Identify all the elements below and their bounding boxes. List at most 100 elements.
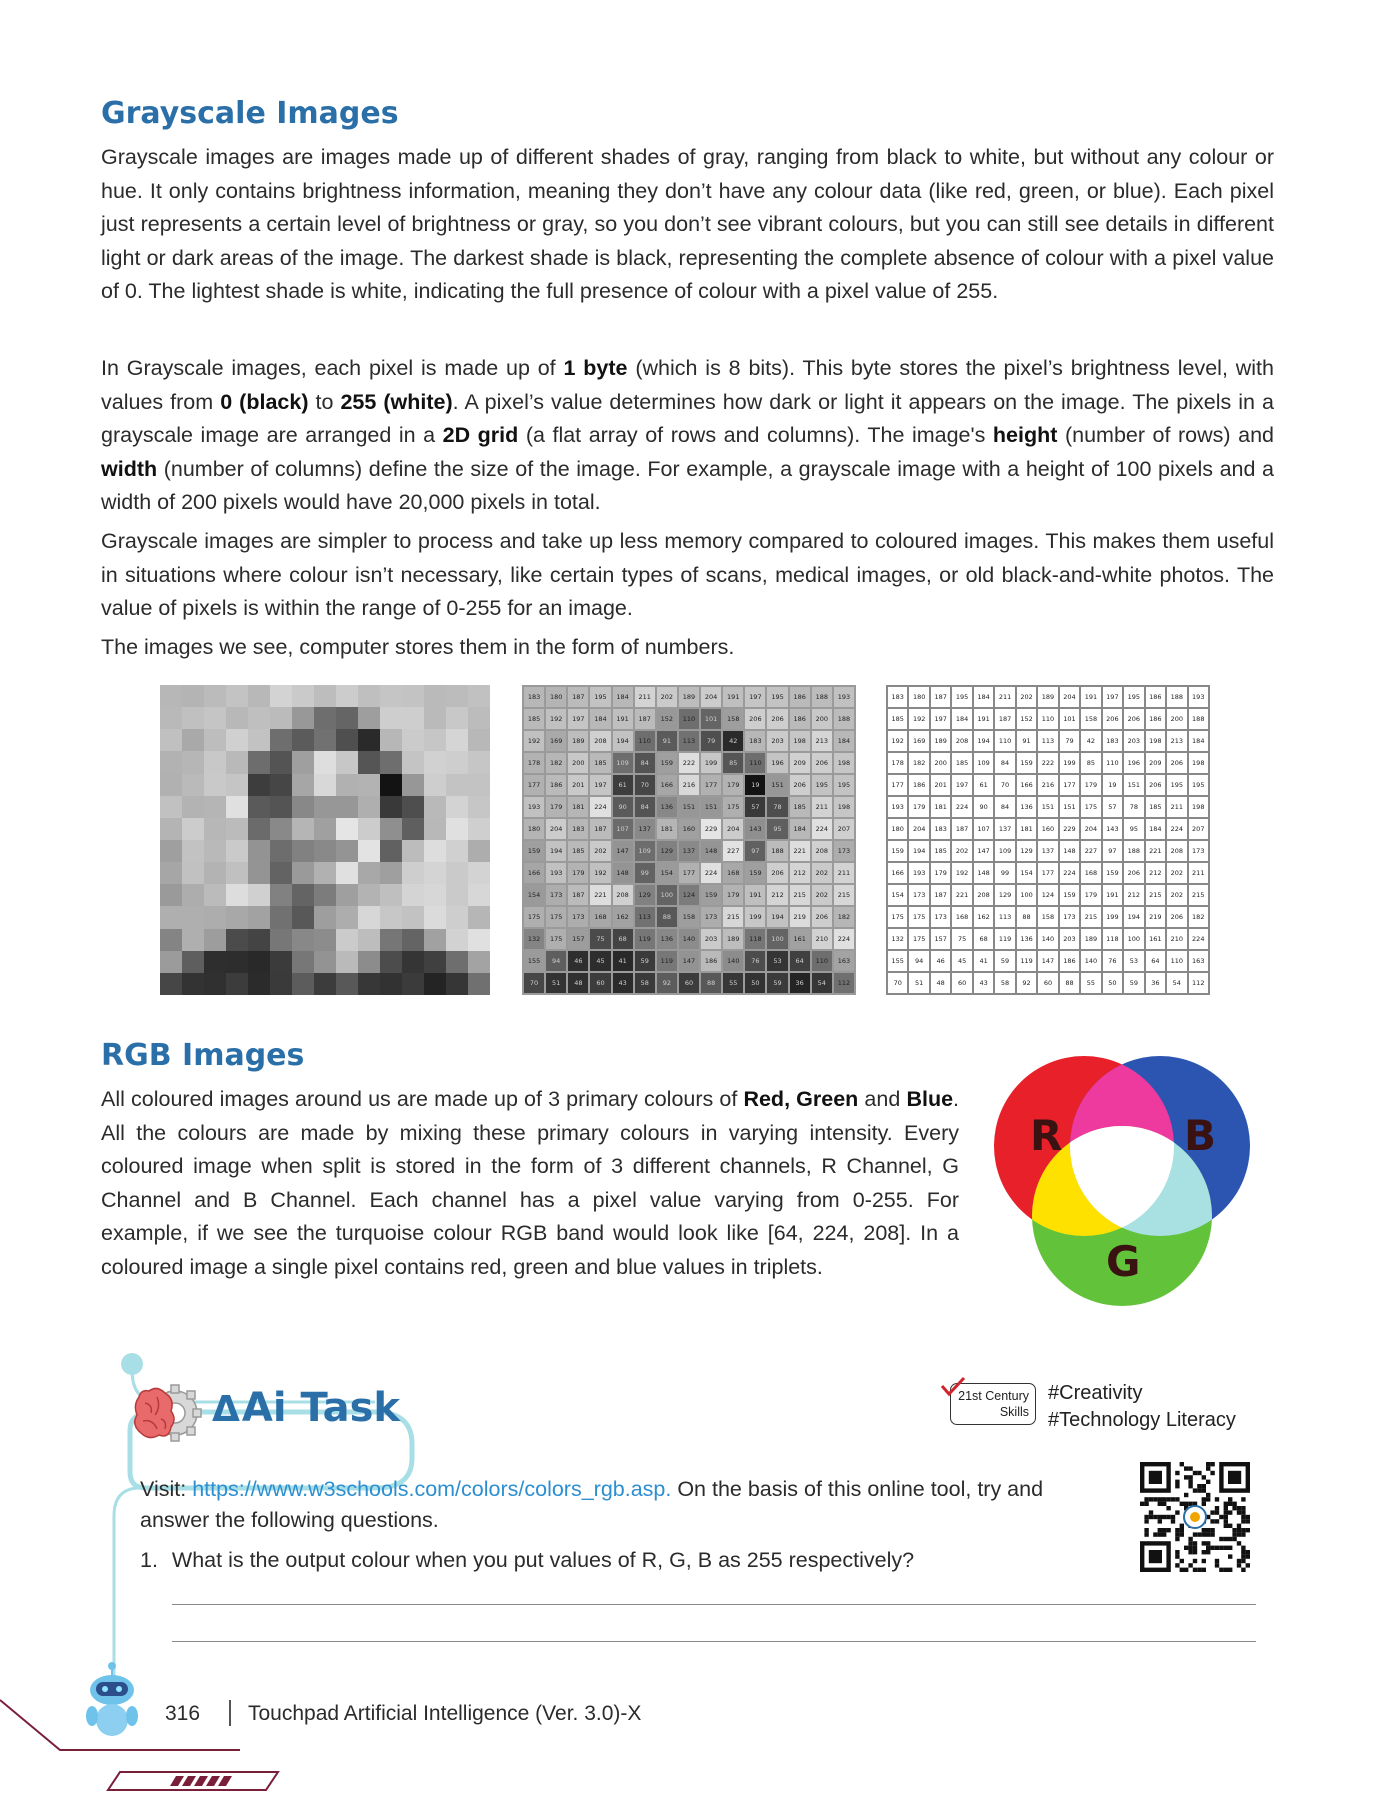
pixel-value-cell: 148: [1059, 841, 1080, 861]
pixel-value-cell: 181: [1016, 819, 1037, 839]
shaded-pixel-cell: 155: [524, 951, 545, 971]
pixel: [270, 751, 292, 774]
pixel-value-cell: 154: [888, 885, 908, 905]
tag-technology-literacy: #Technology Literacy: [1048, 1409, 1236, 1431]
badge-skills-text: Skills: [999, 1405, 1029, 1419]
pixel-value-cell: 206: [1102, 709, 1123, 729]
pixel: [468, 906, 490, 929]
shaded-pixel-cell: 168: [590, 907, 611, 927]
pixel: [336, 685, 358, 708]
pixel-value-cell: 184: [1145, 819, 1166, 839]
shaded-pixel-cell: 58: [634, 973, 655, 993]
pixel: [226, 707, 248, 730]
pixel-value-cell: 194: [1124, 907, 1144, 927]
pixel: [204, 839, 226, 863]
pixel-value-cell: 189: [1038, 687, 1058, 707]
shaded-pixel-cell: 219: [789, 907, 810, 927]
pixel: [336, 906, 358, 929]
qr-code[interactable]: [1140, 1462, 1250, 1572]
pixel: [248, 884, 270, 907]
pixel: [424, 795, 446, 818]
pixel: [292, 862, 314, 885]
w3schools-link[interactable]: https://www.w3schools.com/colors/colors_…: [192, 1477, 672, 1501]
pixel-value-cell: 191: [1081, 687, 1101, 707]
pixel-value-cell: 215: [1145, 885, 1166, 905]
shaded-pixel-cell: 157: [568, 929, 589, 949]
pixel: [160, 884, 182, 907]
pixel-value-cell: 132: [888, 929, 908, 949]
pixel-value-cell: 184: [973, 687, 994, 707]
shaded-pixel-cell: 36: [789, 973, 810, 993]
pixel: [182, 729, 204, 752]
pixel: [226, 795, 248, 818]
shaded-pixel-cell: 84: [634, 797, 655, 817]
shaded-pixel-cell: 136: [656, 929, 677, 949]
pixel: [314, 685, 336, 708]
shaded-pixel-cell: 100: [656, 885, 677, 905]
pixel: [292, 950, 314, 973]
pixel: [292, 906, 314, 929]
pixel-value-cell: 202: [1167, 863, 1187, 883]
pixel-value-cell: 189: [1081, 929, 1101, 949]
pixel: [446, 773, 468, 796]
shaded-pixel-cell: 195: [833, 775, 854, 795]
pixel-value-cell: 159: [1016, 753, 1037, 773]
shaded-pixel-cell: 168: [723, 863, 744, 883]
pixel: [248, 928, 270, 951]
pixel-value-cell: 173: [1188, 841, 1208, 861]
pixel: [204, 817, 226, 840]
pixel-value-cell: 211: [995, 687, 1015, 707]
shaded-pixel-cell: 193: [546, 863, 567, 883]
pixel: [204, 707, 226, 730]
answer-line-2[interactable]: [172, 1641, 1256, 1642]
pixel: [160, 817, 182, 840]
shaded-pixel-cell: 181: [568, 797, 589, 817]
shaded-pixel-cell: 147: [612, 841, 633, 861]
pixel-value-cell: 194: [909, 841, 929, 861]
pixel-value-cell: 90: [973, 797, 994, 817]
shaded-pixel-cell: 194: [612, 731, 633, 751]
pixel-value-cell: 110: [1167, 951, 1187, 971]
shaded-pixel-cell: 159: [701, 885, 722, 905]
pixel-value-cell: 168: [1081, 863, 1101, 883]
shaded-pixel-cell: 50: [745, 973, 766, 993]
pixel: [226, 817, 248, 840]
pixel: [468, 773, 490, 796]
shaded-pixel-cell: 206: [767, 863, 788, 883]
shaded-pixel-cell: 204: [701, 687, 722, 707]
shaded-pixel-cell: 204: [723, 819, 744, 839]
pixel: [248, 972, 270, 995]
pixel: [424, 906, 446, 929]
shaded-pixel-cell: 45: [590, 951, 611, 971]
pixel-value-cell: 91: [1016, 731, 1037, 751]
pixel: [160, 972, 182, 995]
ai-task-title: ΔAi Task: [212, 1385, 400, 1431]
pixel-value-cell: 185: [1145, 797, 1166, 817]
pixel-value-cell: 212: [1145, 863, 1166, 883]
pixel-value-cell: 95: [1124, 819, 1144, 839]
grayscale-paragraph-2: In Grayscale images, each pixel is made …: [101, 356, 1274, 514]
skill-tags: #Creativity #Technology Literacy: [1048, 1380, 1236, 1434]
pixel-value-cell: 175: [909, 929, 929, 949]
answer-line-1[interactable]: [172, 1604, 1256, 1605]
pixel: [336, 751, 358, 774]
pixel-value-cell: 151: [1038, 797, 1058, 817]
shaded-pixel-cell: 212: [767, 885, 788, 905]
shaded-pixel-cell: 191: [612, 709, 633, 729]
shaded-pixel-cell: 161: [789, 929, 810, 949]
shaded-pixel-cell: 206: [767, 709, 788, 729]
shaded-pixel-cell: 197: [568, 709, 589, 729]
shaded-pixel-cell: 209: [789, 753, 810, 773]
pixel: [446, 862, 468, 885]
pixel: [336, 950, 358, 973]
pixel: [402, 906, 424, 929]
pixel: [358, 751, 380, 774]
pixel-value-cell: 64: [1145, 951, 1166, 971]
pixel: [248, 862, 270, 885]
pixel: [314, 707, 336, 730]
pixel: [358, 972, 380, 995]
pixel: [468, 685, 490, 708]
shaded-pixel-cell: 222: [678, 753, 700, 773]
pixel-value-cell: 59: [1124, 973, 1144, 993]
shaded-pixel-cell: 198: [789, 731, 810, 751]
